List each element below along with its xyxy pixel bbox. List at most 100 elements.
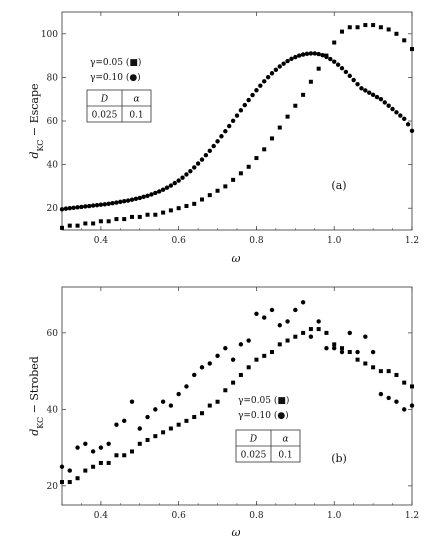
data-point-circle [145,414,150,420]
data-point-square [316,327,321,332]
data-point-square [168,208,173,213]
data-point-circle [67,206,72,211]
data-point-circle [129,399,135,404]
data-point-circle [176,391,181,397]
data-point-circle [149,192,154,197]
data-point-circle [153,407,158,412]
data-point-circle [98,445,104,450]
data-point-square [262,147,267,152]
data-point-circle [355,81,360,87]
y-tick-label: 80 [47,73,59,83]
data-point-circle [312,51,317,56]
data-point-square [386,369,391,374]
data-point-circle [110,200,115,206]
data-point-square [114,453,119,458]
data-point-square [91,221,96,226]
data-point-square [285,114,290,119]
param-value-alpha-a: 0.1 [129,111,143,121]
data-point-square [106,460,111,465]
data-point-circle [328,56,333,62]
data-point-circle [223,129,228,134]
data-point-circle [145,193,150,198]
data-point-circle [308,334,314,339]
data-point-circle [192,165,197,170]
data-point-square [402,380,407,385]
data-point-circle [160,187,166,192]
param-value-alpha-b: 0.1 [278,451,292,461]
data-point-circle [277,323,282,328]
data-point-square [363,23,368,28]
data-point-square [378,369,383,374]
legend-entry-gamma-010-a: γ=0.10 (●) [90,72,141,83]
data-point-circle [168,183,174,188]
data-point-circle [289,56,294,62]
data-point-circle [246,97,251,103]
data-point-circle [405,122,411,127]
data-point-square [223,184,228,189]
data-point-circle [230,357,236,362]
data-point-square [332,40,337,45]
data-point-circle [285,58,290,64]
data-point-square [137,214,142,219]
data-point-square [231,177,236,182]
data-point-circle [367,90,372,95]
param-value-d-b: 0.025 [241,451,267,461]
data-point-square [371,365,376,370]
x-axis-ticks-a: 0.4 0.6 0.8 1.0 1.2 [61,12,419,246]
data-point-circle [98,202,104,207]
data-point-circle [300,300,306,305]
data-point-square [60,480,64,485]
data-point-circle [83,441,88,447]
data-point-circle [71,205,76,210]
data-point-square [176,422,181,427]
data-point-square [293,334,298,339]
data-point-square [277,125,282,130]
data-point-circle [386,395,391,401]
data-point-square [83,221,88,226]
data-point-circle [188,168,193,174]
x-tick-label: 1.0 [327,236,342,246]
data-point-circle [308,51,314,56]
data-point-circle [374,94,380,100]
data-point-square [200,197,204,202]
data-point-circle [316,51,321,57]
data-point-circle [297,53,302,58]
x-tick-label: 0.6 [172,511,187,521]
data-point-circle [382,100,387,105]
data-point-square [324,330,329,335]
data-point-circle [133,196,139,202]
data-point-circle [199,157,205,162]
data-point-circle [332,59,337,64]
data-point-square [394,31,399,36]
data-point-square [285,338,290,343]
data-point-circle [254,311,259,316]
data-point-square [340,29,344,34]
y-tick-label: 40 [47,161,59,171]
x-tick-label: 0.4 [94,236,109,246]
data-point-circle [184,384,189,389]
y-axis-ticks-b: 20 40 60 [47,329,412,492]
legend-entry-gamma-005-a: γ=0.05 (■) [90,57,141,68]
data-point-circle [370,349,376,355]
data-point-circle [273,67,279,72]
data-point-square [91,464,96,469]
data-point-circle [378,97,384,102]
data-point-circle [157,189,162,194]
data-point-square [83,468,88,473]
data-point-circle [394,110,399,115]
data-point-square [308,79,313,84]
data-point-square [215,188,220,193]
plot-frame-a [61,11,413,231]
data-point-circle [106,441,111,447]
data-point-circle [106,201,111,207]
data-point-square [207,193,212,198]
data-point-square [75,223,80,228]
data-point-circle [269,307,275,313]
data-point-circle [215,139,220,144]
data-point-circle [114,200,119,205]
data-point-square [262,353,267,358]
data-point-circle [332,345,337,351]
data-point-circle [363,88,368,93]
data-point-circle [79,204,84,210]
x-tick-label: 1.2 [405,511,419,521]
